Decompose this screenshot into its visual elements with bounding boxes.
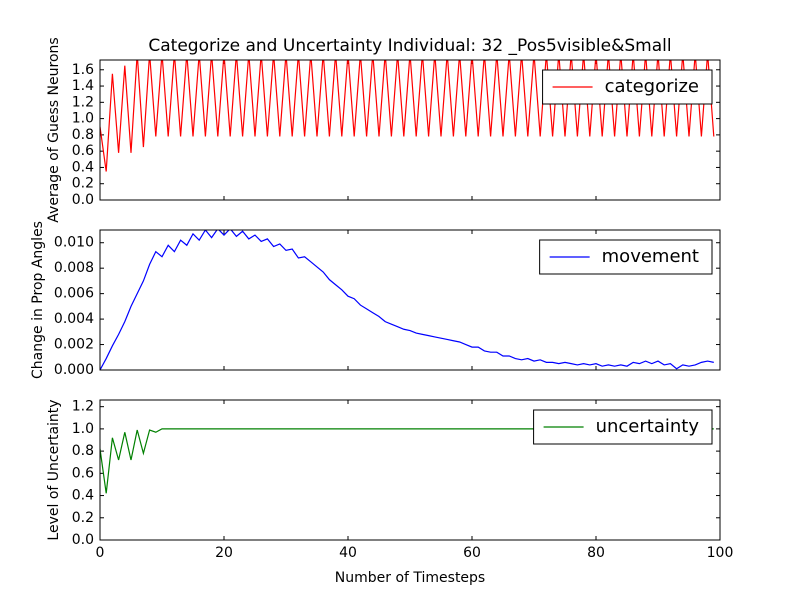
plot-frame <box>99 399 721 541</box>
plot-frame <box>99 59 721 201</box>
y-tick-label: 0.8 <box>72 443 94 459</box>
y-tick-label: 0.2 <box>72 176 94 192</box>
y-tick-label: 0.010 <box>54 235 94 251</box>
y-axis-label: Change in Prop Angles <box>30 221 46 379</box>
x-tick-label: 60 <box>463 545 481 561</box>
y-tick-label: 0.2 <box>72 510 94 526</box>
y-tick-label: 1.0 <box>72 111 94 127</box>
y-tick-label: 0.4 <box>72 159 94 175</box>
y-tick-label: 0.006 <box>54 286 94 302</box>
y-tick-label: 0.0 <box>72 532 94 548</box>
y-axis-label: Average of Guess Neurons <box>46 37 62 222</box>
legend: uncertainty <box>533 409 713 445</box>
y-tick-label: 0.8 <box>72 127 94 143</box>
x-tick-label: 40 <box>339 545 357 561</box>
y-axis-label: Level of Uncertainty <box>46 399 62 540</box>
y-tick-label: 1.2 <box>72 399 94 415</box>
legend-label: categorize <box>605 76 699 97</box>
y-tick-label: 0.0 <box>72 192 94 208</box>
legend-label: movement <box>602 246 699 267</box>
legend: movement <box>539 239 713 275</box>
y-tick-label: 0.008 <box>54 260 94 276</box>
series-line <box>100 230 714 370</box>
legend: categorize <box>542 69 713 105</box>
y-tick-label: 0.000 <box>54 362 94 378</box>
y-tick-label: 0.6 <box>72 143 94 159</box>
y-tick-label: 1.6 <box>72 62 94 78</box>
x-tick-label: 100 <box>707 545 734 561</box>
y-tick-label: 1.0 <box>72 421 94 437</box>
y-tick-label: 1.4 <box>72 78 94 94</box>
y-tick-label: 0.002 <box>54 337 94 353</box>
x-tick-label: 20 <box>215 545 233 561</box>
chart-title: Categorize and Uncertainty Individual: 3… <box>148 36 671 56</box>
y-tick-label: 0.4 <box>72 488 94 504</box>
y-tick-label: 1.2 <box>72 94 94 110</box>
x-tick-label: 0 <box>96 545 105 561</box>
x-axis-label: Number of Timesteps <box>335 570 485 586</box>
x-tick-label: 80 <box>587 545 605 561</box>
legend-label: uncertainty <box>596 416 700 437</box>
y-tick-label: 0.004 <box>54 311 94 327</box>
y-tick-label: 0.6 <box>72 465 94 481</box>
plot-frame <box>99 229 721 371</box>
